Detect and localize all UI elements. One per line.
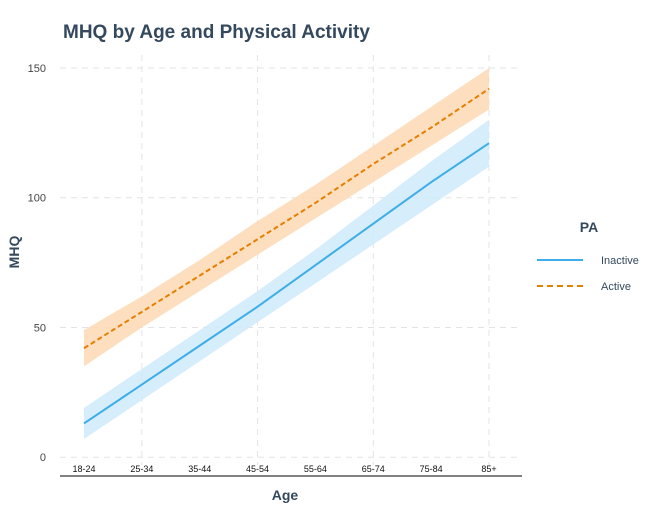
x-axis-ticks: 18-24 25-34 35-44 45-54 55-64 65-74 75-84 85+: [72, 464, 496, 474]
x-tick-label: 18-24: [72, 464, 95, 474]
y-axis-ticks: 0 50 100 150: [28, 63, 46, 464]
x-tick-label: 85+: [481, 464, 496, 474]
line-inactive: [83, 142, 490, 425]
legend-label-inactive: Inactive: [601, 255, 639, 267]
series-lines: [83, 87, 490, 425]
legend-label-active: Active: [601, 281, 631, 293]
y-tick-label: 50: [34, 322, 46, 334]
y-axis-title: MHQ: [6, 236, 22, 269]
band-inactive: [84, 119, 489, 440]
x-tick-label: 55-64: [304, 464, 327, 474]
x-tick-label: 75-84: [420, 464, 443, 474]
y-tick-label: 100: [28, 193, 46, 205]
confidence-bands: [84, 67, 489, 440]
y-tick-label: 150: [28, 63, 46, 75]
x-tick-label: 25-34: [130, 464, 153, 474]
legend: PA Inactive Active: [537, 219, 639, 293]
x-tick-label: 45-54: [246, 464, 269, 474]
band-active: [84, 67, 489, 367]
chart-title: MHQ by Age and Physical Activity: [63, 22, 370, 43]
y-tick-label: 0: [40, 452, 46, 464]
legend-title: PA: [580, 219, 598, 235]
x-tick-label: 65-74: [362, 464, 385, 474]
x-tick-label: 35-44: [188, 464, 211, 474]
x-axis-title: Age: [272, 487, 299, 503]
